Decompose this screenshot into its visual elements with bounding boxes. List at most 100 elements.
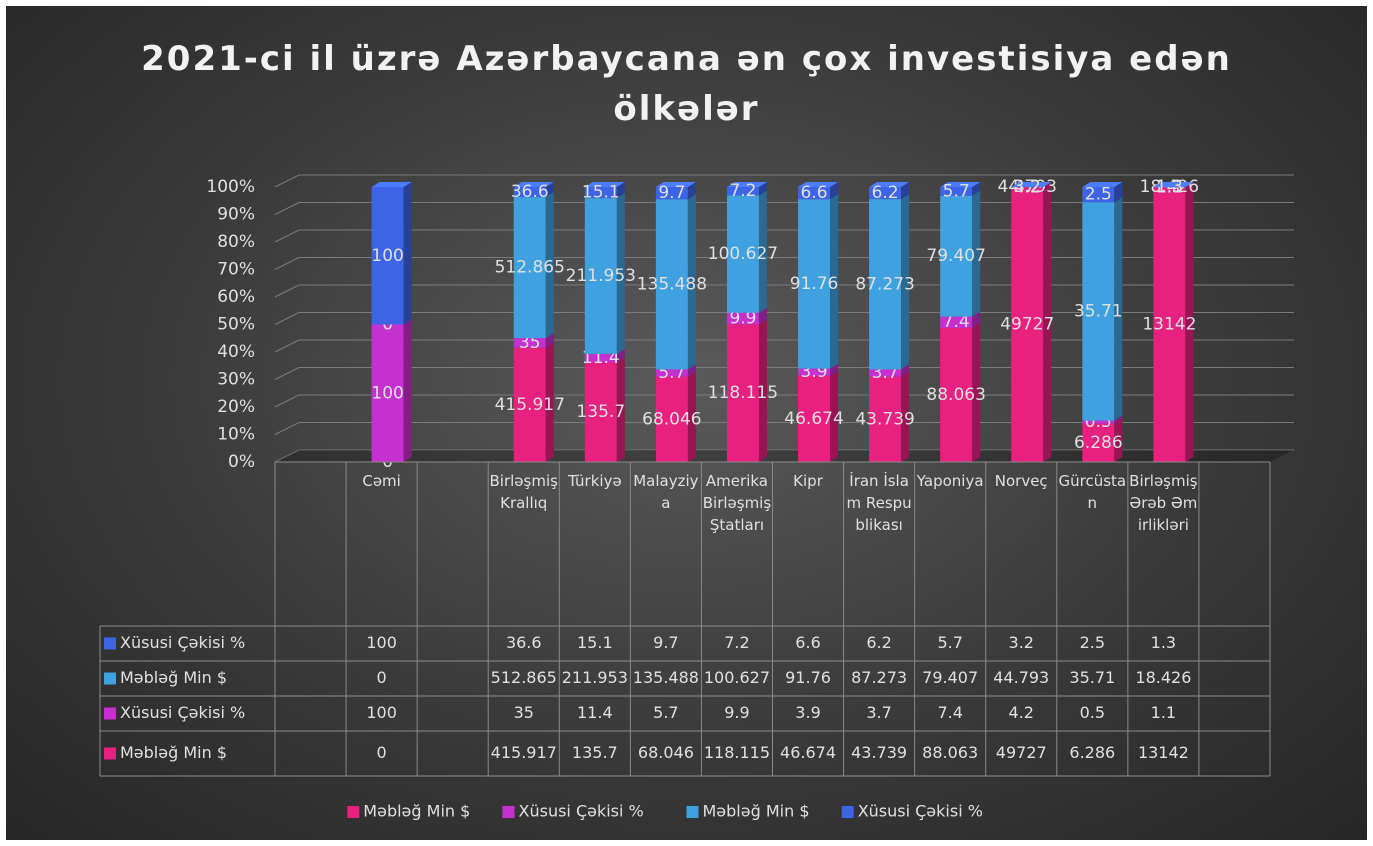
data-label: 9.9 <box>729 309 756 329</box>
bar-side <box>1185 182 1194 188</box>
bar-side <box>687 194 696 370</box>
bar-side <box>901 364 910 377</box>
x-tick-label: Malayziya <box>633 472 699 512</box>
table-cell: 68.046 <box>638 743 694 762</box>
bar-side <box>830 182 839 200</box>
grid-line <box>274 422 300 435</box>
bar-side <box>758 307 767 325</box>
legend-label: Xüsusi Çəkisi % <box>519 802 644 821</box>
y-tick-label: 20% <box>217 397 255 417</box>
bar-side <box>616 348 625 363</box>
bar-top <box>584 182 625 187</box>
data-label: 100 <box>371 246 403 266</box>
table-cell: 100 <box>366 703 397 722</box>
y-tick-label: 60% <box>217 287 255 307</box>
bar-side <box>545 333 554 348</box>
table-cell: 0 <box>377 743 387 762</box>
bar-side <box>1114 415 1123 424</box>
bar-side <box>545 342 554 462</box>
y-tick-label: 30% <box>217 370 255 390</box>
bar-side <box>616 193 625 354</box>
bar-segment <box>513 187 546 198</box>
y-tick-label: 100% <box>206 177 255 197</box>
table-cell: 9.7 <box>653 633 678 652</box>
bar-side <box>403 182 412 325</box>
legend-key <box>104 747 116 760</box>
bar-side <box>901 182 910 200</box>
bar-side <box>403 319 412 462</box>
floor <box>275 450 1294 462</box>
bar-segment <box>371 324 404 462</box>
data-label: 135.488 <box>637 274 707 294</box>
bar-side <box>1185 182 1194 188</box>
table-cell: 1.1 <box>1151 703 1176 722</box>
table-row-label: Xüsusi Çəkisi % <box>120 633 245 652</box>
data-label: 6.6 <box>801 183 828 203</box>
bar-side <box>758 319 767 462</box>
table-cell: 35 <box>514 703 534 722</box>
data-label: 135.7 <box>576 402 625 422</box>
bar-top <box>940 182 981 187</box>
table-cell: 211.953 <box>562 668 628 687</box>
bar-segment <box>1082 423 1115 462</box>
bar-segment <box>798 199 831 369</box>
data-label: 6.2 <box>872 183 899 203</box>
data-label: 36.6 <box>511 182 549 202</box>
table-cell: 0 <box>377 668 387 687</box>
bar-segment <box>726 312 759 325</box>
data-label: 35.71 <box>1074 301 1123 321</box>
bar-side <box>972 322 981 462</box>
bar-segment <box>584 353 617 363</box>
y-tick-label: 40% <box>217 342 255 362</box>
legend-swatch <box>841 806 854 818</box>
legend-key <box>104 637 116 650</box>
bar-top <box>869 182 910 187</box>
bar-segment <box>371 187 404 325</box>
data-label: 5.7 <box>943 181 970 201</box>
y-tick-label: 70% <box>217 260 255 280</box>
bar-segment <box>655 199 688 370</box>
chart-title: 2021-ci il üzrə Azərbaycana ən çox inves… <box>141 39 1232 129</box>
bar-segment <box>655 376 688 462</box>
bar-top <box>726 182 767 187</box>
bar-side <box>972 311 981 328</box>
bar-segment <box>726 187 759 196</box>
table-row-label: Məbləğ Min $ <box>120 743 227 762</box>
x-tick-label: Kipr <box>793 472 823 490</box>
bar-segment <box>798 368 831 376</box>
data-label: 415.917 <box>495 395 565 415</box>
bar-segment <box>655 187 688 200</box>
bar-segment <box>940 327 973 462</box>
bar-segment <box>726 324 759 462</box>
bar-side <box>972 190 981 317</box>
bar-top <box>655 182 696 187</box>
grid-line <box>274 257 300 270</box>
table-cell: 3.7 <box>866 703 891 722</box>
data-label: 100 <box>371 383 403 403</box>
bar-side <box>616 357 625 462</box>
table-cell: 5.7 <box>937 633 962 652</box>
bar-side <box>545 192 554 339</box>
bar-side <box>1043 182 1052 462</box>
legend-label: Məbləğ Min $ <box>363 802 470 821</box>
data-label: 1.3 <box>1156 177 1183 197</box>
grid-line <box>274 339 300 353</box>
bar-segment <box>1082 420 1115 424</box>
data-label: 49727 <box>1000 315 1054 335</box>
plot: 0% 10% 20% 30% 40% 50% 60% 70% 80% 90% 100% 0 100 0 10… <box>99 174 1294 821</box>
bar-segment <box>1153 187 1186 462</box>
table-cell: 2.5 <box>1080 633 1105 652</box>
y-tick-label: 0% <box>228 452 255 472</box>
data-label: 512.865 <box>495 258 565 278</box>
data-label: 13142 <box>1142 315 1196 335</box>
table-cell: 415.917 <box>491 743 557 762</box>
table-cell: 4.2 <box>1009 703 1034 722</box>
y-tick-label: 80% <box>217 232 255 252</box>
bar-side <box>687 182 696 200</box>
table-cell: 5.7 <box>653 703 678 722</box>
x-tick-label: Gürcüstan <box>1058 472 1127 512</box>
x-tick-label: Birləşmiş Krallıq <box>489 472 558 512</box>
bar-side <box>758 182 767 196</box>
bar-segment <box>1011 187 1044 462</box>
grid-line <box>274 449 300 463</box>
